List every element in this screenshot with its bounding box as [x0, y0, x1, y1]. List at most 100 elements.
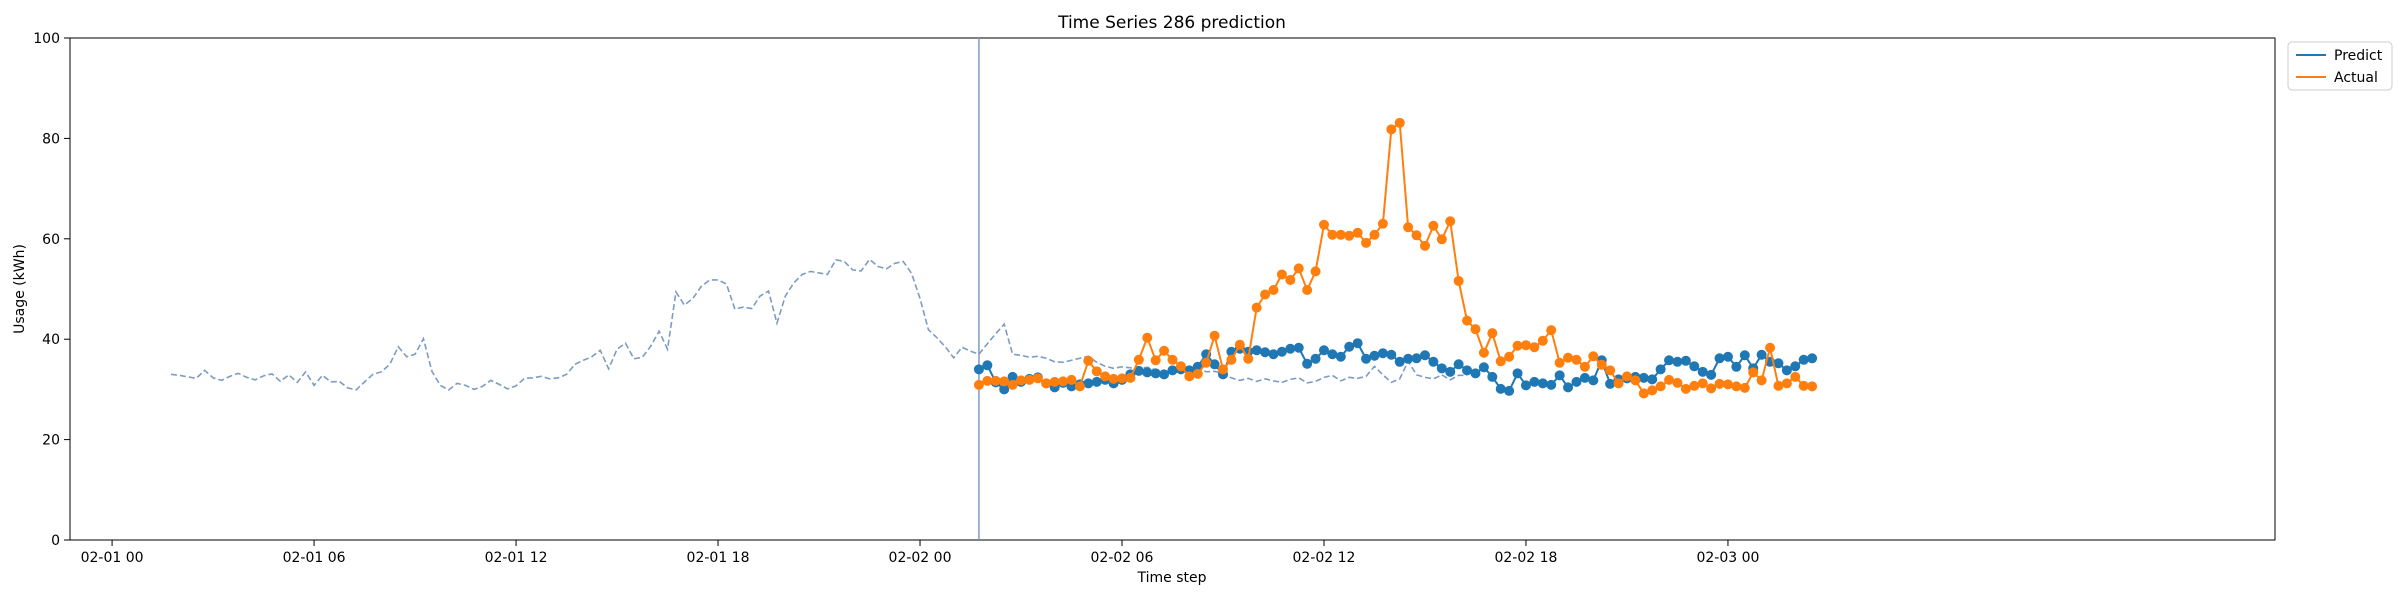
x-tick-label: 02-02 18	[1494, 550, 1557, 566]
data-point-actual	[1428, 220, 1439, 231]
data-point-actual	[999, 376, 1010, 387]
data-point-actual	[1335, 229, 1346, 240]
data-point-predict	[1344, 341, 1355, 352]
data-point-actual	[1251, 302, 1262, 313]
data-point-predict	[1739, 350, 1750, 361]
data-point-predict	[1377, 348, 1388, 359]
data-point-actual	[1285, 274, 1296, 285]
data-point-actual	[1150, 355, 1161, 366]
x-tick-label: 02-02 00	[889, 550, 952, 566]
data-point-actual	[1638, 388, 1649, 399]
data-point-actual	[1386, 124, 1397, 135]
history-line	[170, 258, 1468, 391]
data-point-actual	[1260, 289, 1271, 300]
data-point-predict	[1436, 363, 1447, 374]
data-point-actual	[1117, 373, 1127, 384]
data-point-actual	[1453, 275, 1464, 286]
data-point-predict	[1605, 378, 1616, 389]
data-point-actual	[1234, 339, 1245, 350]
data-point-predict	[1419, 350, 1430, 361]
data-point-predict	[1706, 369, 1717, 380]
data-point-actual	[1748, 367, 1759, 378]
data-point-actual	[1807, 381, 1818, 392]
x-tick-label: 02-02 12	[1293, 550, 1356, 566]
data-point-predict	[982, 360, 993, 371]
data-point-actual	[1731, 381, 1742, 392]
data-point-actual	[1192, 368, 1203, 379]
data-point-actual	[1512, 340, 1523, 351]
data-point-actual	[1293, 263, 1304, 274]
y-tick-label: 60	[42, 232, 60, 248]
data-point-actual	[1268, 285, 1279, 295]
data-point-actual	[1403, 222, 1414, 233]
data-point-actual	[1781, 378, 1792, 389]
data-point-predict	[1293, 342, 1304, 353]
data-point-predict	[1579, 372, 1590, 383]
data-point-actual	[1487, 328, 1498, 339]
data-point-predict	[1655, 364, 1666, 375]
data-point-actual	[1159, 345, 1170, 356]
data-point-actual	[1621, 371, 1632, 382]
data-point-predict	[1790, 361, 1801, 372]
data-point-actual	[1226, 354, 1237, 365]
data-point-predict	[1403, 353, 1414, 364]
data-point-actual	[1100, 371, 1111, 382]
data-point-predict	[1276, 346, 1287, 357]
x-tick-label: 02-01 00	[81, 550, 144, 566]
legend: Predict Actual	[2287, 41, 2393, 91]
data-point-actual	[1722, 379, 1733, 390]
data-point-actual	[1504, 351, 1515, 362]
data-point-actual	[1655, 381, 1666, 392]
data-point-actual	[1243, 353, 1254, 364]
y-tick-label: 0	[51, 533, 60, 549]
data-point-actual	[1142, 332, 1153, 343]
data-point-actual	[1571, 354, 1582, 365]
data-point-actual	[1318, 219, 1329, 230]
data-point-predict	[1142, 367, 1153, 378]
data-point-actual	[1495, 356, 1506, 367]
data-point-predict	[1664, 355, 1675, 366]
data-point-actual	[1579, 361, 1590, 372]
data-point-predict	[1268, 349, 1279, 360]
data-point-actual	[1175, 361, 1186, 372]
data-point-predict	[1369, 350, 1380, 361]
data-point-predict	[1588, 375, 1599, 386]
data-point-actual	[1201, 357, 1212, 368]
y-axis: 0 20 40 60 80 100	[33, 31, 70, 549]
data-point-predict	[1167, 365, 1178, 376]
y-tick-label: 20	[42, 433, 60, 449]
data-point-predict	[1697, 366, 1708, 377]
x-tick-label: 02-01 12	[485, 550, 548, 566]
data-point-actual	[1478, 347, 1489, 358]
data-point-actual	[1209, 330, 1220, 341]
data-point-actual	[1411, 230, 1422, 241]
data-point-actual	[1630, 375, 1641, 386]
y-axis-label: Usage (kWh)	[12, 244, 28, 334]
data-point-actual	[1596, 359, 1607, 370]
data-point-actual	[1041, 378, 1052, 389]
data-point-actual	[1445, 216, 1456, 227]
data-point-actual	[1664, 374, 1675, 385]
data-point-predict	[1512, 368, 1523, 379]
data-point-actual	[1563, 352, 1574, 363]
x-tick-label: 02-03 00	[1696, 550, 1759, 566]
x-tick-label: 02-02 06	[1091, 550, 1154, 566]
data-point-predict	[1386, 349, 1397, 360]
data-point-predict	[1520, 380, 1531, 391]
data-point-actual	[1133, 354, 1144, 365]
x-axis-label: Time step	[1137, 570, 1207, 586]
data-point-predict	[1529, 376, 1540, 387]
data-point-actual	[1470, 324, 1481, 335]
data-point-actual	[1756, 375, 1767, 386]
data-point-predict	[1260, 347, 1271, 358]
data-point-actual	[1049, 376, 1060, 387]
data-point-actual	[973, 379, 984, 390]
data-point-actual	[1529, 342, 1540, 353]
data-point-actual	[1016, 375, 1027, 386]
data-point-predict	[1756, 349, 1767, 360]
data-point-actual	[1714, 378, 1725, 389]
data-point-predict	[1571, 376, 1582, 387]
data-point-predict	[1773, 358, 1784, 369]
data-point-actual	[1520, 340, 1531, 351]
